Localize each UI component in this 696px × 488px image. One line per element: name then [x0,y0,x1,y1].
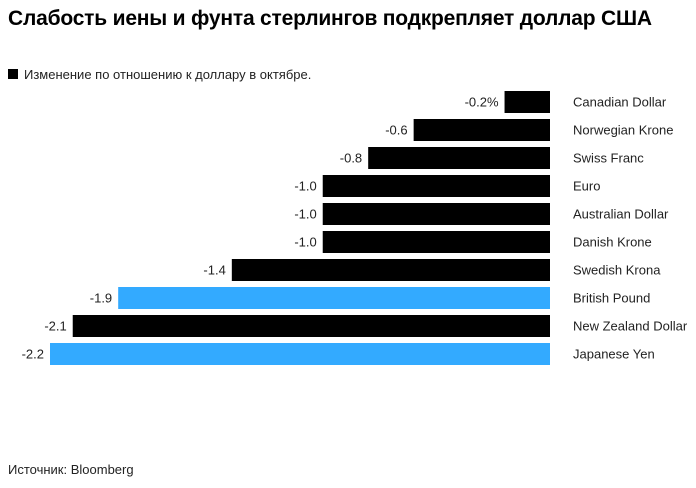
legend-swatch [8,69,18,79]
category-label: Swiss Franc [573,151,644,166]
value-label: -1.0 [294,179,316,194]
bar-chart: -0.2% Canadian Dollar -0.6 Norwegian Krone -… [22,91,688,365]
category-label: Norwegian Krone [573,123,673,138]
value-label: -1.4 [203,263,225,278]
value-label: -2.2 [22,347,44,362]
category-label: New Zealand Dollar [573,319,688,334]
value-label: -1.9 [90,291,112,306]
category-label: Swedish Krona [573,263,661,278]
value-label: -0.6 [385,123,407,138]
bar-swedish-krona [231,259,550,281]
category-label: British Pound [573,291,650,306]
bar-swiss-franc [368,147,550,169]
value-label: -1.0 [294,207,316,222]
category-label: Japanese Yen [573,347,655,362]
bar-norwegian-krone [413,119,550,141]
legend: Изменение по отношению к доллару в октяб… [8,66,311,82]
category-label: Canadian Dollar [573,95,667,110]
value-label: -0.8 [340,151,362,166]
category-label: Danish Krone [573,235,652,250]
value-label: -1.0 [294,235,316,250]
category-label: Euro [573,179,600,194]
bar-danish-krone [322,231,550,253]
bar-british-pound [118,287,550,309]
value-label: -0.2% [465,95,499,110]
value-label: -2.1 [44,319,66,334]
chart-title: Слабость иены и фунта стерлингов подкреп… [8,7,652,30]
source-note: Источник: Bloomberg [8,462,134,477]
bar-euro [322,175,550,197]
bar-japanese-yen [50,343,550,365]
bar-australian-dollar [322,203,550,225]
bar-canadian-dollar [504,91,550,113]
legend-label: Изменение по отношению к доллару в октяб… [24,66,312,82]
category-label: Australian Dollar [573,207,669,222]
bar-new-zealand-dollar [72,315,551,337]
